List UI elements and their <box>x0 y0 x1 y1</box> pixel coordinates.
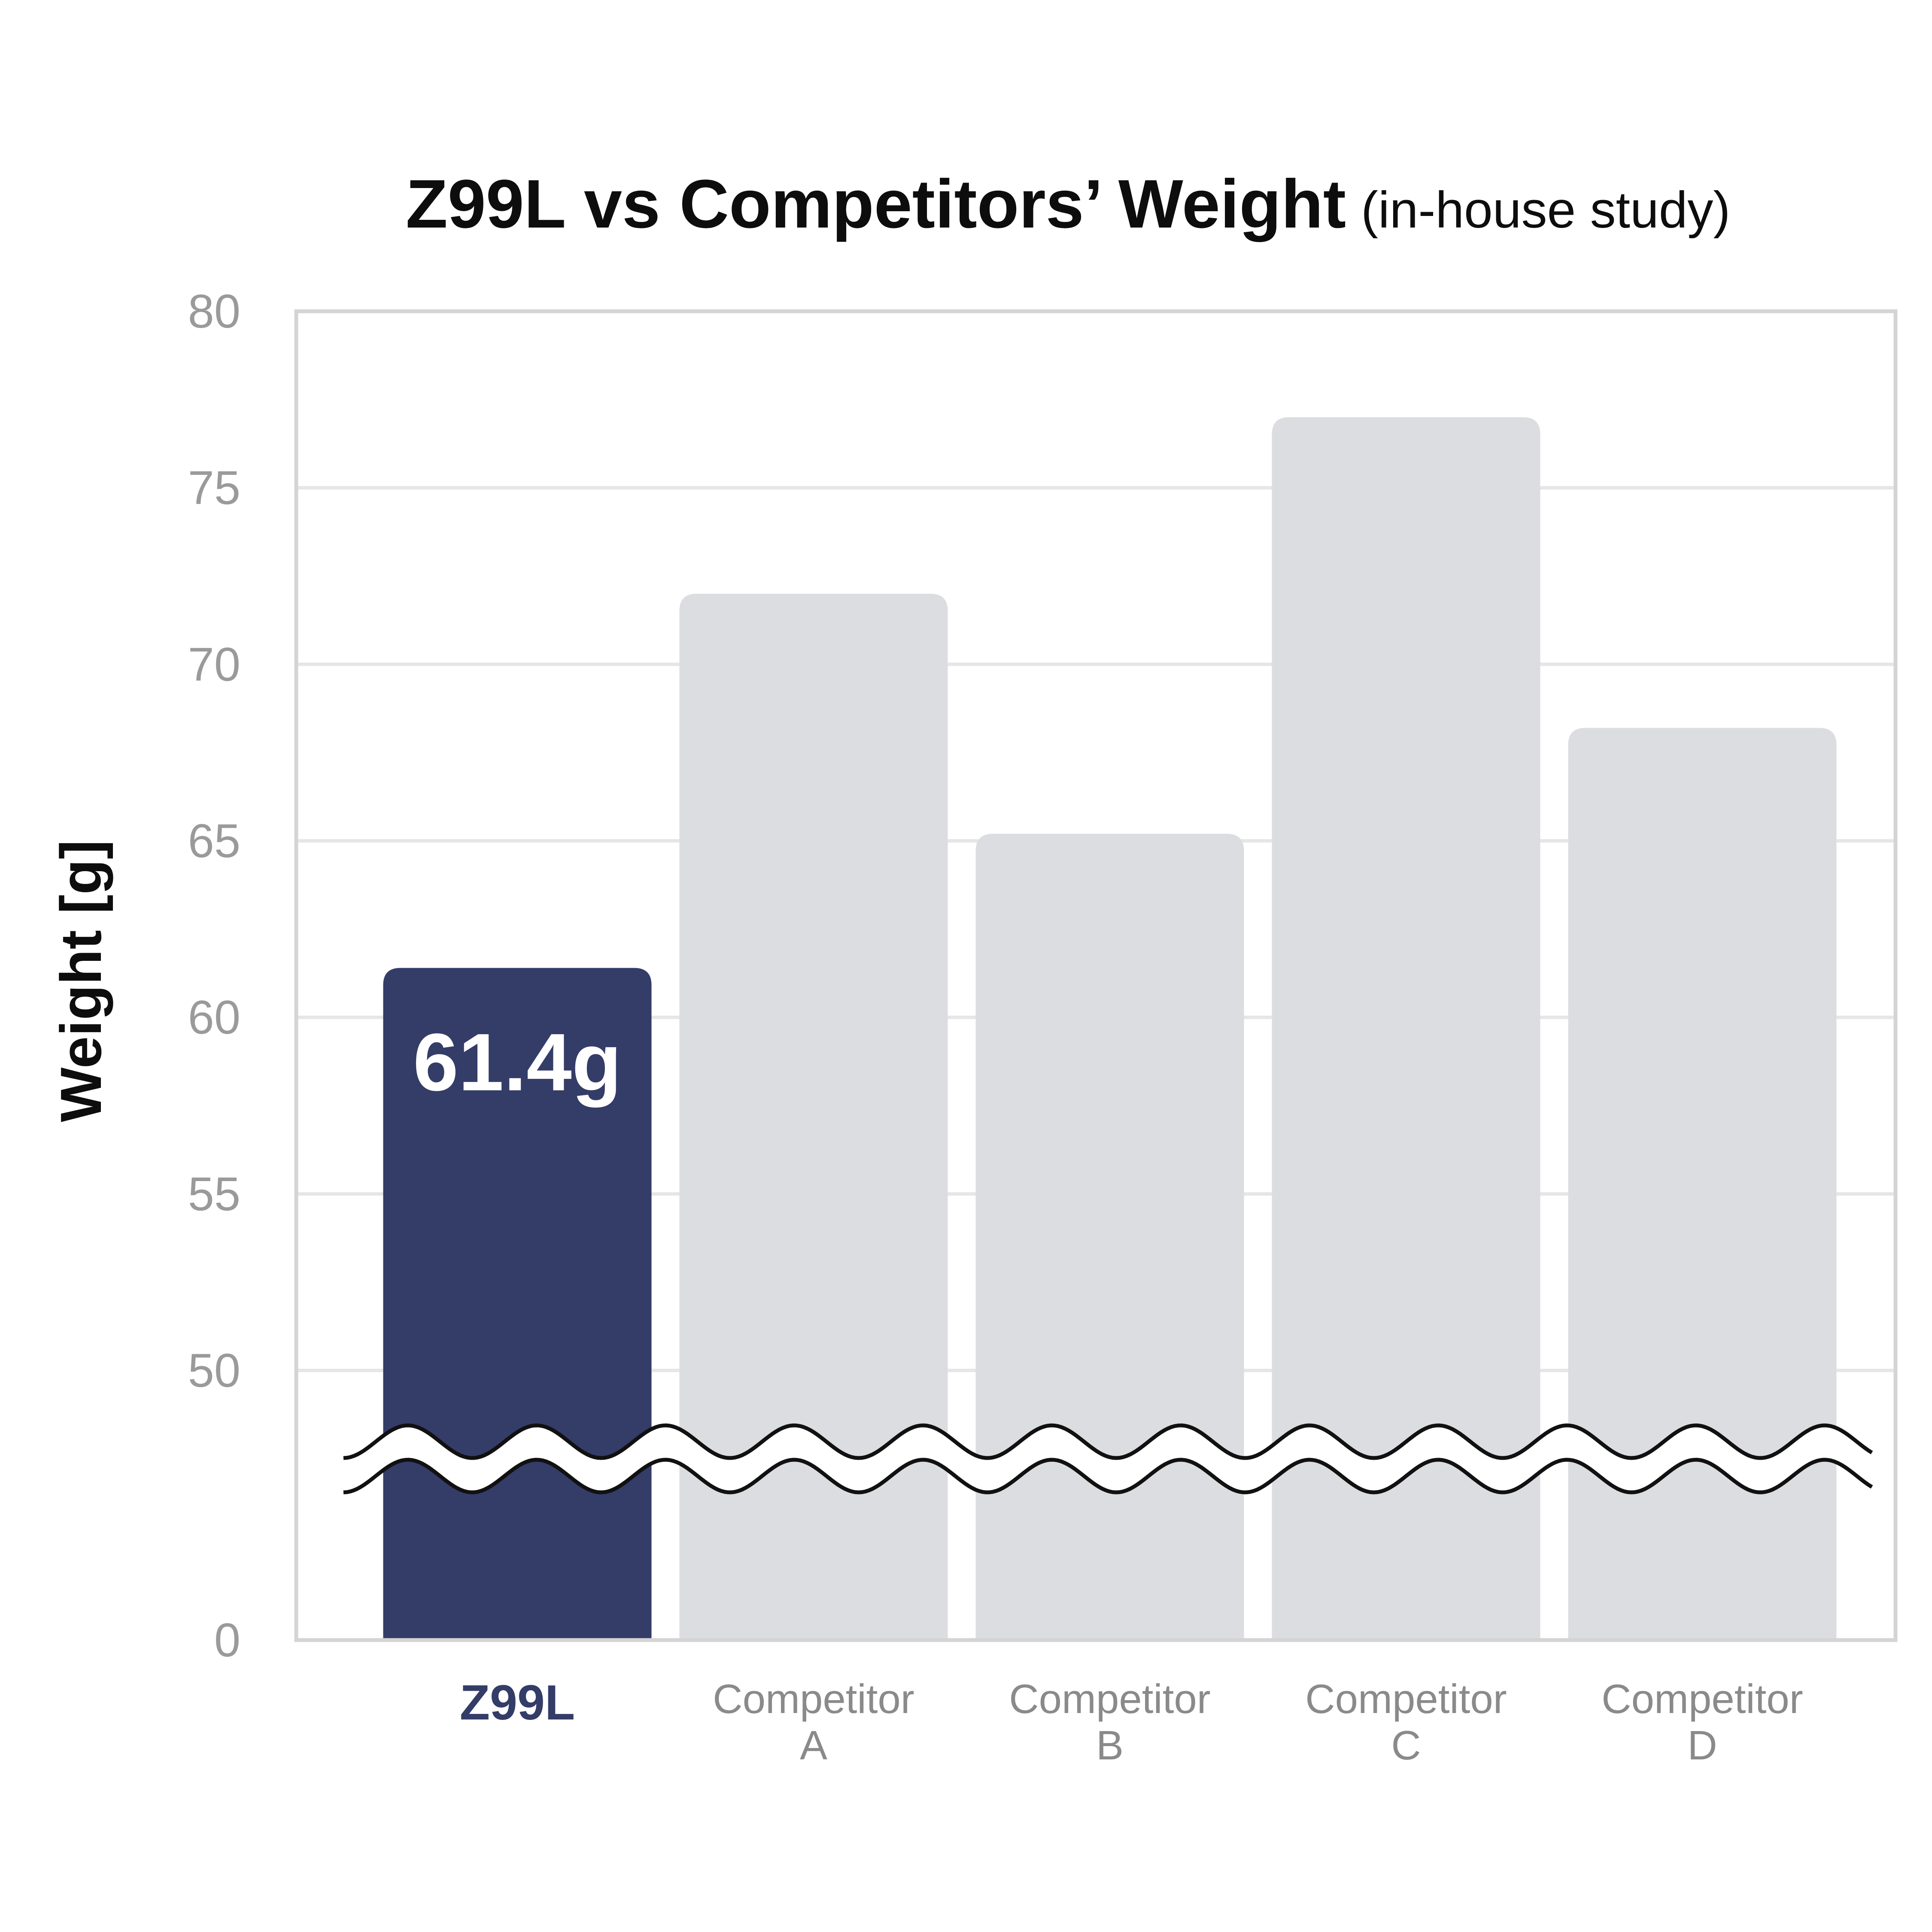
plot-frame <box>294 309 1898 1642</box>
y-tick-label: 75 <box>188 462 240 514</box>
bar <box>975 834 1244 1640</box>
bar <box>1272 417 1540 1640</box>
data-labels: 61.4g <box>413 1017 622 1108</box>
y-tick-label: 60 <box>188 991 240 1044</box>
x-tick-label: Competitor B <box>1009 1676 1211 1768</box>
y-tick-label: 80 <box>188 285 240 338</box>
chart-title-main: Z99L vs Competitors’ Weight <box>406 165 1346 242</box>
bar <box>1568 728 1837 1640</box>
x-tick-label: Competitor C <box>1305 1676 1507 1768</box>
axis-break-mark <box>343 1423 1874 1495</box>
y-axis-label: Weight [g] <box>49 840 113 1122</box>
bars <box>383 417 1837 1640</box>
x-axis-ticks: Z99L Competitor A Competitor B Competitor C Com… <box>460 1675 1803 1768</box>
y-tick-label: 70 <box>188 638 240 691</box>
y-tick-label: 0 <box>214 1614 240 1667</box>
x-tick-label: Z99L <box>460 1675 575 1730</box>
y-tick-label: 55 <box>188 1168 240 1221</box>
data-label: 61.4g <box>413 1017 622 1108</box>
y-tick-label: 50 <box>188 1344 240 1397</box>
axis-break-line <box>343 1458 1873 1495</box>
y-tick-label: 65 <box>188 815 240 868</box>
x-tick-label: Competitor D <box>1601 1676 1803 1768</box>
x-tick-label: Competitor A <box>713 1676 914 1768</box>
bar <box>679 593 948 1640</box>
chart-subtitle: (in-house study) <box>1361 181 1730 239</box>
chart-title: Z99L vs Competitors’ Weight (in-house st… <box>406 165 1730 242</box>
axis-break-line <box>343 1423 1873 1460</box>
y-axis-ticks: 0 50 55 60 65 70 75 80 <box>188 285 240 1667</box>
